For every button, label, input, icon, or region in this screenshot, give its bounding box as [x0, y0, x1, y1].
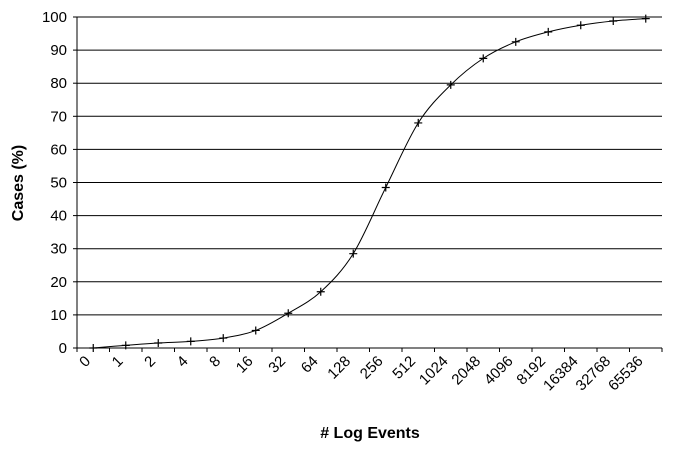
- marker: [349, 249, 358, 258]
- x-tick-label: 4: [174, 353, 192, 371]
- x-tick-label: 4096: [481, 353, 517, 389]
- marker: [284, 309, 293, 318]
- marker: [381, 183, 390, 192]
- marker: [89, 344, 98, 352]
- marker: [609, 16, 618, 25]
- y-tick-label: 40: [50, 208, 67, 225]
- y-tick-label: 30: [50, 241, 67, 258]
- marker: [251, 326, 260, 335]
- y-tick-label: 60: [50, 141, 67, 158]
- x-tick-label: 128: [324, 353, 354, 383]
- x-tick-label: 1024: [416, 353, 452, 389]
- x-tick-label: 65536: [605, 353, 647, 395]
- marker: [186, 337, 195, 346]
- x-tick-label: 256: [357, 353, 387, 383]
- y-axis-label: Cases (%): [10, 145, 27, 221]
- marker: [121, 341, 130, 350]
- marker: [154, 339, 163, 348]
- x-tick-label: 64: [298, 353, 322, 377]
- x-tick-label: 8: [206, 353, 224, 371]
- y-tick-label: 50: [50, 175, 67, 192]
- y-tick-label: 80: [50, 75, 67, 92]
- y-tick-label: 20: [50, 274, 67, 291]
- marker: [219, 334, 228, 343]
- x-tick-label: 16384: [540, 353, 582, 395]
- x-tick-label: 32: [265, 353, 289, 377]
- x-tick-label: 512: [389, 353, 419, 383]
- y-tick-label: 10: [50, 307, 67, 324]
- y-tick-label: 100: [42, 9, 67, 26]
- x-tick-label: 2048: [448, 353, 484, 389]
- x-axis-label: # Log Events: [320, 425, 420, 442]
- marker: [544, 27, 553, 36]
- marker: [446, 80, 455, 89]
- marker: [316, 287, 325, 296]
- x-tick-label: 0: [76, 353, 94, 371]
- marker: [414, 118, 423, 127]
- y-tick-label: 70: [50, 108, 67, 125]
- y-tick-label: 90: [50, 42, 67, 59]
- y-tick-label: 0: [59, 340, 67, 357]
- x-tick-label: 16: [233, 353, 257, 377]
- x-tick-label: 32768: [573, 353, 615, 395]
- marker: [511, 37, 520, 46]
- marker: [479, 54, 488, 63]
- marker: [641, 14, 650, 23]
- x-tick-label: 1: [109, 353, 127, 371]
- marker: [576, 21, 585, 30]
- x-tick-label: 2: [141, 353, 159, 371]
- data-line: [93, 18, 646, 349]
